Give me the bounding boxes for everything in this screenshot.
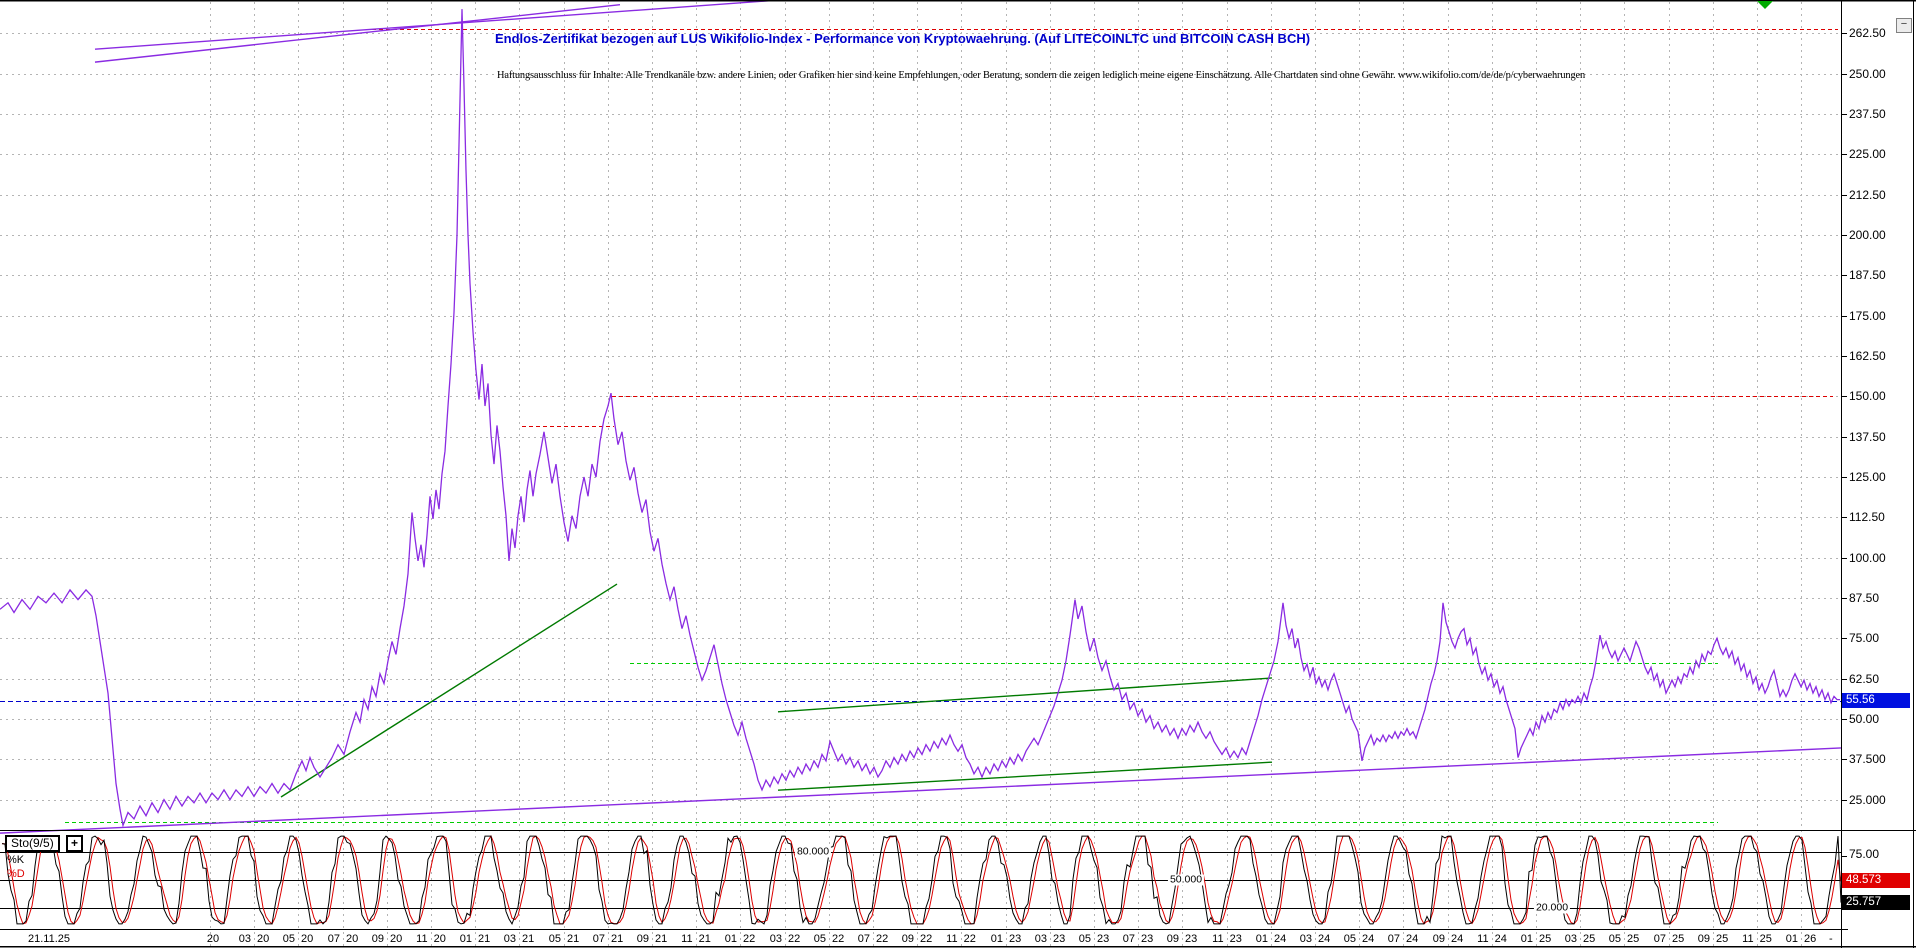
price-axis-label: 50.00 <box>1849 711 1880 726</box>
date-axis-start-label: 21.11.25 <box>28 933 71 945</box>
price-axis-label: 150.00 <box>1849 389 1886 404</box>
date-axis-label: 11 23 <box>1212 933 1242 945</box>
trendline <box>0 747 1842 834</box>
date-axis-label: 09 20 <box>371 933 403 945</box>
date-axis-label: 01 24 <box>1255 933 1287 945</box>
date-axis-label: 01 21 <box>459 933 491 945</box>
price-line <box>0 9 1840 828</box>
date-axis-label: 03 25 <box>1564 933 1596 945</box>
date-axis-label: 09 25 <box>1697 933 1729 945</box>
price-axis-label: 87.50 <box>1849 590 1880 605</box>
date-axis-label: 09 23 <box>1166 933 1198 945</box>
stochastic-level-label: 50.000 <box>1167 873 1205 886</box>
date-axis-label: 05 25 <box>1608 933 1640 945</box>
price-axis-label: 200.00 <box>1849 228 1886 243</box>
stochastic-axis-label: 75.00 <box>1849 847 1880 861</box>
price-axis-label: 137.50 <box>1849 429 1886 444</box>
price-axis-label: 187.50 <box>1849 268 1886 283</box>
date-axis-label: 03 23 <box>1034 933 1066 945</box>
date-axis-label: 09 24 <box>1432 933 1464 945</box>
price-axis-label: 225.00 <box>1849 147 1886 162</box>
indicator-settings-button[interactable]: Sto(9/5) <box>5 835 60 852</box>
date-axis-label: 01 22 <box>724 933 756 945</box>
date-axis-label: 07 20 <box>327 933 359 945</box>
chart-disclaimer: Haftungsausschluss für Inhalte: Alle Tre… <box>497 70 1585 81</box>
minimize-button[interactable]: − <box>1896 18 1912 33</box>
date-axis-label: 07 21 <box>592 933 624 945</box>
date-axis-label: 07 25 <box>1653 933 1685 945</box>
date-axis-label: 11 22 <box>946 933 976 945</box>
green-arrow-marker <box>1757 1 1773 9</box>
date-axis-label: 01 25 <box>1520 933 1552 945</box>
stochastic-k-line <box>1 835 1842 926</box>
date-axis-label: 07 23 <box>1122 933 1154 945</box>
price-axis-label: 62.50 <box>1849 671 1880 686</box>
price-axis-label: 100.00 <box>1849 550 1886 565</box>
price-axis-label: 25.000 <box>1849 792 1886 807</box>
trendline <box>777 677 1273 713</box>
price-axis-label: 262.50 <box>1849 26 1886 41</box>
trendline <box>280 583 618 798</box>
date-axis-label: 05 20 <box>282 933 314 945</box>
date-axis-label: 03 21 <box>503 933 535 945</box>
price-axis-label: 162.50 <box>1849 349 1886 363</box>
date-axis-label: 03 24 <box>1299 933 1331 945</box>
price-axis-label: 237.50 <box>1849 107 1886 122</box>
date-axis-label: 11 25 <box>1742 933 1772 945</box>
date-axis-label: 05 22 <box>813 933 845 945</box>
date-axis-label: 03 20 <box>238 933 270 945</box>
stochastic-k-label: %K <box>7 854 25 866</box>
stochastic-level-label: 20.000 <box>1533 901 1571 914</box>
price-axis-label: 125.00 <box>1849 469 1886 484</box>
date-axis-label: 05 23 <box>1078 933 1110 945</box>
date-axis-label: 11 24 <box>1477 933 1507 945</box>
date-axis-label: 07 22 <box>857 933 889 945</box>
current-price-badge: 55.56 <box>1842 693 1910 708</box>
date-axis-label: 09 21 <box>636 933 668 945</box>
price-axis-label: 250.00 <box>1849 66 1886 81</box>
date-axis-end-label: - <box>1829 933 1833 945</box>
price-axis-label: 37.500 <box>1849 752 1886 767</box>
date-axis-label: 03 22 <box>769 933 801 945</box>
date-axis-label: 05 24 <box>1343 933 1375 945</box>
date-axis-label: 01 23 <box>990 933 1022 945</box>
stochastic-k-value-badge: 25.757 <box>1842 895 1910 910</box>
stochastic-d-label: %D <box>7 868 25 880</box>
add-indicator-button[interactable]: + <box>66 835 83 852</box>
date-axis-label: 01 26 <box>1785 933 1817 945</box>
chart-title: Endlos-Zertifikat bezogen auf LUS Wikifo… <box>495 31 1311 46</box>
price-axis-label: 175.00 <box>1849 308 1886 323</box>
date-axis-label: 11 20 <box>416 933 446 945</box>
price-axis-label: 212.50 <box>1849 187 1886 202</box>
date-axis-label: 20 <box>206 933 220 945</box>
stochastic-d-value-badge: 48.573 <box>1842 873 1910 888</box>
price-axis-label: 112.50 <box>1849 510 1885 525</box>
price-axis-label: 75.00 <box>1849 631 1880 646</box>
date-axis-label: 09 22 <box>901 933 933 945</box>
date-axis-label: 11 21 <box>681 933 711 945</box>
trendline <box>94 4 621 63</box>
trendline <box>777 761 1273 791</box>
date-axis-label: 07 24 <box>1387 933 1419 945</box>
date-axis-label: 05 21 <box>548 933 580 945</box>
stochastic-level-label: 80.000 <box>794 845 832 858</box>
